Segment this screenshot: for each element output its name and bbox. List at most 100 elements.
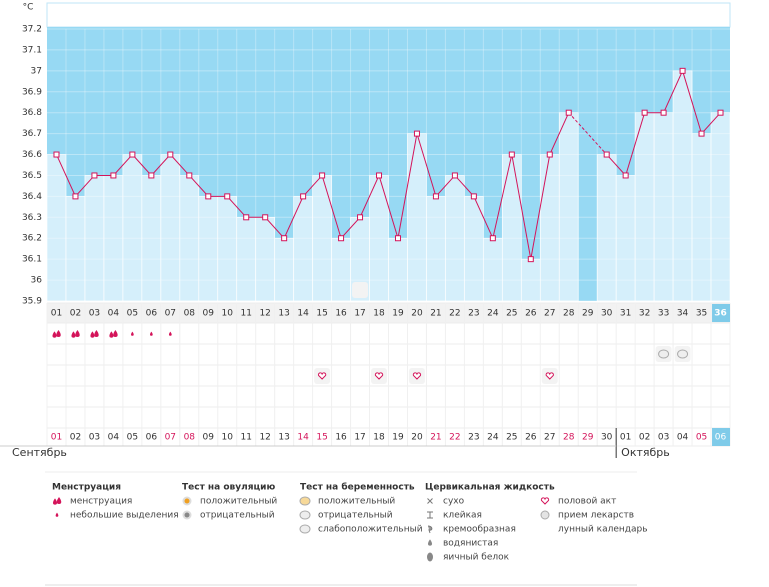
y-tick-label: 35.9 (22, 297, 42, 307)
legend-title: Цервикальная жидкость (425, 483, 555, 493)
date: 13 (278, 433, 289, 443)
date: 12 (259, 433, 270, 443)
legend-icon (540, 510, 550, 520)
legend-label: менструация (70, 497, 132, 507)
drop (56, 497, 62, 504)
cycle-day: 18 (373, 309, 385, 319)
date: 22 (449, 433, 460, 443)
drop (149, 331, 153, 336)
point (224, 193, 231, 200)
drop (113, 330, 118, 337)
date: 10 (222, 433, 234, 443)
date: 03 (658, 433, 669, 443)
bar (539, 154, 560, 302)
legend-label: сухо (443, 497, 465, 507)
legend-icon (427, 539, 433, 546)
cycle-day: 17 (354, 309, 365, 319)
y-tick-label: 36.9 (22, 87, 42, 97)
legend-title: Тест на овуляцию (182, 483, 275, 493)
test-dot (184, 498, 190, 504)
cycle-day: 32 (639, 309, 650, 319)
test (299, 496, 311, 506)
point (91, 172, 98, 179)
heart (317, 372, 327, 380)
test (299, 524, 311, 534)
cycle-day: 33 (658, 309, 669, 319)
date: 05 (127, 433, 138, 443)
legend-icon (427, 498, 433, 504)
legend-label: отрицательный (318, 511, 393, 521)
cycle-day: 21 (430, 309, 441, 319)
point (565, 109, 572, 116)
point (641, 109, 648, 116)
bar (122, 154, 143, 302)
menstruation-icon (90, 330, 99, 338)
point (53, 151, 60, 158)
date: 01 (620, 433, 631, 443)
y-tick-label: 36.4 (22, 192, 42, 202)
cycle-day: 36 (714, 309, 727, 319)
point (110, 172, 117, 179)
cycle-day: 10 (222, 309, 234, 319)
cycle-day: 13 (278, 309, 289, 319)
point (527, 256, 534, 263)
sex-icon (545, 372, 554, 380)
point (698, 130, 705, 137)
point (470, 193, 477, 200)
bar (65, 196, 86, 302)
legend-icon (182, 510, 192, 520)
y-tick-label: 36.2 (22, 234, 42, 244)
menstruation-icon (109, 330, 118, 338)
dry (427, 498, 433, 504)
pregnancy-icon (677, 349, 689, 359)
bar (483, 237, 503, 302)
drop (131, 331, 134, 336)
cycle-day: 14 (297, 309, 309, 319)
point (660, 109, 667, 116)
y-tick-label: 36.3 (22, 213, 42, 223)
legend-label: лунный календарь (558, 525, 648, 535)
cycle-day: 34 (677, 309, 689, 319)
cycle-day: 01 (51, 309, 62, 319)
cycle-day: 20 (411, 309, 423, 319)
legend-title: Менструация (52, 483, 121, 493)
drop (168, 331, 172, 336)
bar (502, 154, 522, 302)
test-dot (184, 512, 190, 518)
date: 25 (506, 433, 517, 443)
bar (558, 112, 579, 302)
point (243, 214, 250, 221)
legend-icon (542, 525, 546, 533)
point (679, 67, 686, 74)
top-band (46, 2, 731, 28)
date: 11 (240, 433, 251, 443)
bar (331, 237, 351, 302)
drop (55, 512, 59, 517)
legend-icon (52, 497, 62, 505)
point (338, 235, 345, 242)
heart (540, 497, 550, 505)
cycle-day: 02 (70, 309, 81, 319)
point (432, 193, 439, 200)
point (394, 235, 401, 242)
legend-label: положительный (318, 497, 395, 507)
point (129, 151, 136, 158)
cycle-day: 08 (184, 309, 196, 319)
drop (56, 330, 61, 337)
date: 19 (392, 433, 404, 443)
point (300, 193, 307, 200)
cycle-day: 24 (487, 309, 499, 319)
drop (52, 331, 57, 338)
point (622, 172, 629, 179)
drop (75, 330, 80, 337)
point (489, 235, 496, 242)
y-tick-label: 36.7 (22, 129, 42, 139)
sex-icon (412, 372, 422, 380)
bar (46, 154, 67, 302)
sex-icon (317, 372, 327, 380)
legend-label: слабоположительный (318, 525, 423, 535)
date: 05 (696, 433, 707, 443)
y-tick-label: 36.5 (22, 171, 42, 181)
point (451, 172, 458, 179)
drop (109, 331, 114, 338)
